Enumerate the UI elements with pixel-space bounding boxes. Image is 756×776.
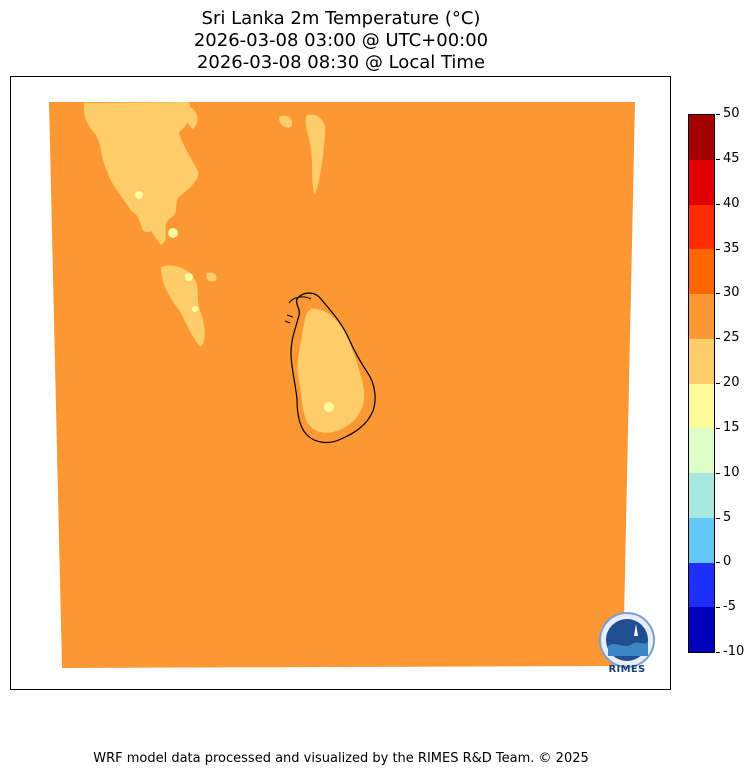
- title-line-3: 2026-03-08 08:30 @ Local Time: [196, 52, 486, 73]
- tick-label: 10: [723, 464, 740, 480]
- tick-label: 30: [723, 285, 740, 301]
- light-patch-2: [168, 228, 178, 238]
- tick-label: -5: [723, 599, 736, 615]
- tick-mark: [716, 607, 720, 609]
- tick-mark: [716, 427, 720, 429]
- tick-label: 40: [723, 195, 740, 211]
- colorbar-segment: [689, 383, 714, 429]
- temperature-map: [49, 102, 635, 668]
- sri-lanka-warm-patch: [297, 308, 365, 433]
- tick-label: 25: [723, 330, 740, 346]
- colorbar-segment: [689, 562, 714, 608]
- tick-label: 15: [723, 419, 740, 435]
- colorbar-segment: [689, 473, 714, 518]
- sri-lanka-light-patch: [324, 402, 334, 412]
- colorbar-segment: [689, 517, 714, 563]
- colorbar-segment: [689, 607, 714, 652]
- colorbar-segment: [689, 204, 714, 250]
- tick-mark: [716, 293, 720, 295]
- colorbar: [688, 114, 715, 653]
- colorbar-segment: [689, 428, 714, 473]
- tick-mark: [716, 562, 720, 564]
- tick-mark: [716, 472, 720, 474]
- map-title: Sri Lanka 2m Temperature (°C) 2026-03-08…: [0, 8, 682, 74]
- rimes-logo: RIMES: [596, 612, 658, 678]
- india-warm-patch-east: [305, 114, 326, 195]
- india-warm-patch-speck-2: [206, 272, 217, 282]
- india-warm-patch-south: [161, 265, 205, 347]
- light-patch-1: [135, 191, 143, 199]
- map-panel: [10, 76, 671, 690]
- rimes-logo-text: RIMES: [608, 664, 646, 675]
- rimes-logo-icon: [599, 612, 655, 668]
- tick-mark: [716, 517, 720, 519]
- tick-mark: [716, 338, 720, 340]
- tick-mark: [716, 383, 720, 384]
- footer-credit: WRF model data processed and visualized …: [93, 751, 589, 766]
- colorbar-segment: [689, 294, 714, 339]
- tick-mark: [716, 248, 720, 250]
- tick-label: 20: [723, 375, 740, 390]
- tick-mark: [716, 158, 720, 160]
- india-warm-patch-speck: [279, 115, 293, 128]
- light-patch-4: [192, 306, 198, 312]
- colorbar-segment: [689, 115, 714, 160]
- india-warm-patch-inner: [186, 107, 198, 129]
- tick-label: 5: [723, 509, 732, 525]
- jaffna-coastline: [284, 296, 312, 324]
- tick-mark: [716, 114, 720, 115]
- tick-label: -10: [723, 644, 745, 659]
- tick-label: 50: [723, 106, 740, 121]
- colorbar-segment: [689, 249, 714, 294]
- tick-label: 0: [723, 554, 732, 570]
- tick-label: 45: [723, 150, 740, 166]
- tick-mark: [716, 203, 720, 205]
- colorbar-segment: [689, 338, 714, 384]
- colorbar-segment: [689, 159, 714, 205]
- tick-mark: [716, 652, 720, 653]
- tick-label: 35: [723, 240, 740, 256]
- sri-lanka-coastline: [290, 292, 376, 444]
- title-line-1: Sri Lanka 2m Temperature (°C): [201, 8, 481, 29]
- india-warm-patch: [83, 102, 199, 245]
- light-patch-3: [185, 273, 193, 281]
- colorbar-ticks: 50 45 40 35 30 25 20 15 10 5 0 -5 -10: [716, 106, 756, 659]
- title-line-2: 2026-03-08 03:00 @ UTC+00:00: [193, 30, 489, 51]
